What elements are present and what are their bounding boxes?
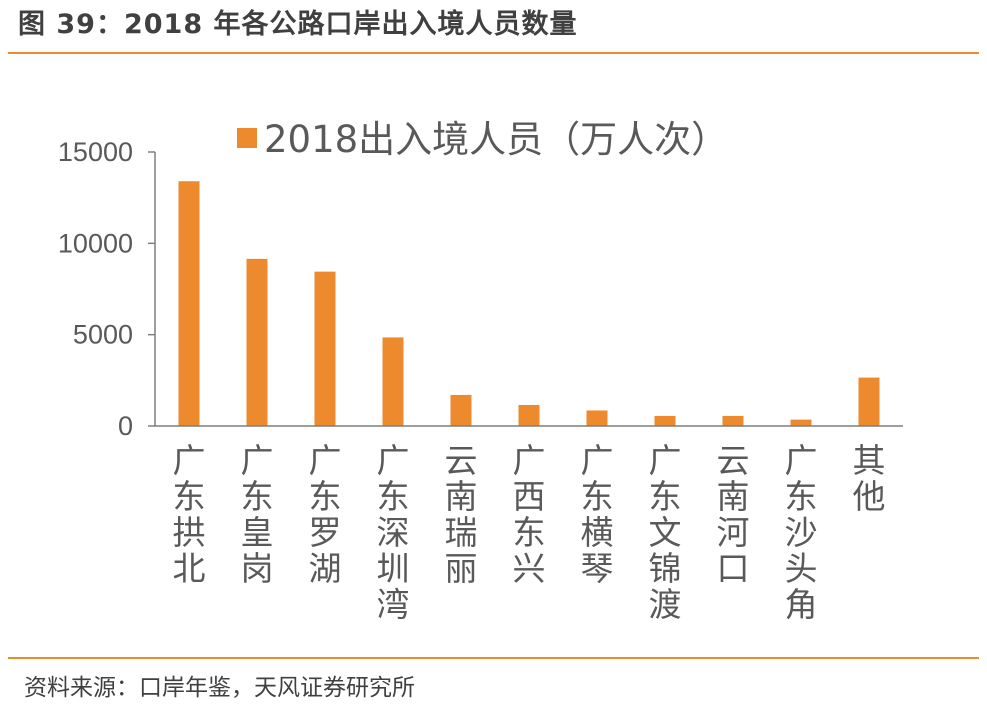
x-tick-char: 头 <box>785 549 818 588</box>
x-tick-char: 广 <box>649 441 682 480</box>
x-tick-char: 北 <box>173 549 206 588</box>
legend-label: 2018出入境人员（万人次） <box>264 118 728 161</box>
y-tick-label: 0 <box>118 411 133 441</box>
x-tick-char: 沙 <box>785 513 818 552</box>
x-tick-char: 广 <box>309 441 342 480</box>
x-tick-char: 拱 <box>173 513 206 552</box>
bars <box>178 181 880 426</box>
x-tick-char: 锦 <box>649 549 682 588</box>
x-tick-char: 南 <box>445 477 478 516</box>
bar <box>586 410 608 426</box>
x-tick-char: 湖 <box>309 549 342 588</box>
x-tick-char: 东 <box>513 513 546 552</box>
bar <box>382 337 404 426</box>
x-tick-char: 广 <box>581 441 614 480</box>
y-tick-label: 5000 <box>73 320 133 350</box>
source-note: 资料来源：口岸年鉴，天风证券研究所 <box>24 675 415 701</box>
top-rule <box>8 52 979 54</box>
bar <box>518 404 540 426</box>
x-tick-char: 渡 <box>649 585 682 624</box>
x-tick-label: 其他 <box>853 441 886 516</box>
x-tick-char: 皇 <box>241 513 274 552</box>
bar <box>246 258 268 426</box>
legend: 2018出入境人员（万人次） <box>237 118 728 161</box>
x-tick-char: 他 <box>853 477 886 516</box>
x-tick-char: 文 <box>649 513 682 552</box>
bar <box>722 415 744 426</box>
x-tick-char: 东 <box>377 477 410 516</box>
bar <box>178 181 200 426</box>
x-tick-char: 西 <box>513 477 546 516</box>
x-tick-char: 丽 <box>445 549 478 588</box>
y-axis: 0 5000 10000 15000 <box>58 137 156 441</box>
x-tick-char: 瑞 <box>445 513 478 552</box>
y-tick-label: 15000 <box>58 137 133 167</box>
x-tick-char: 广 <box>377 441 410 480</box>
x-tick-char: 角 <box>785 585 818 624</box>
x-tick-char: 云 <box>445 441 478 480</box>
x-tick-char: 东 <box>785 477 818 516</box>
x-tick-char: 东 <box>309 477 342 516</box>
y-tick-label: 10000 <box>58 228 133 258</box>
bar <box>790 419 812 426</box>
x-tick-char: 东 <box>173 477 206 516</box>
bottom-rule <box>8 657 979 659</box>
x-tick-char: 罗 <box>309 513 342 552</box>
x-tick-char: 湾 <box>377 585 410 624</box>
x-tick-char: 岗 <box>241 549 274 588</box>
bar <box>450 394 472 426</box>
x-tick-char: 东 <box>649 477 682 516</box>
x-tick-char: 广 <box>173 441 206 480</box>
x-tick-char: 口 <box>717 549 750 588</box>
x-tick-char: 南 <box>717 477 750 516</box>
x-tick-char: 东 <box>581 477 614 516</box>
figure-title: 图 39：2018 年各公路口岸出入境人员数量 <box>18 9 578 40</box>
x-tick-char: 横 <box>581 513 614 552</box>
x-tick-char: 广 <box>785 441 818 480</box>
legend-swatch <box>237 128 257 148</box>
x-tick-char: 东 <box>241 477 274 516</box>
x-tick-char: 其 <box>853 441 886 480</box>
x-tick-char: 河 <box>717 513 750 552</box>
x-tick-char: 深 <box>377 513 410 552</box>
x-tick-char: 广 <box>513 441 546 480</box>
bar <box>654 415 676 426</box>
bar <box>858 377 880 426</box>
x-axis: 广东拱北广东皇岗广东罗湖广东深圳湾云南瑞丽广西东兴广东横琴广东文锦渡云南河口广东… <box>155 425 903 624</box>
x-tick-char: 圳 <box>377 549 410 588</box>
bar <box>314 271 336 426</box>
x-tick-char: 琴 <box>581 549 614 588</box>
x-tick-char: 兴 <box>513 549 546 588</box>
x-tick-char: 广 <box>241 441 274 480</box>
x-tick-char: 云 <box>717 441 750 480</box>
